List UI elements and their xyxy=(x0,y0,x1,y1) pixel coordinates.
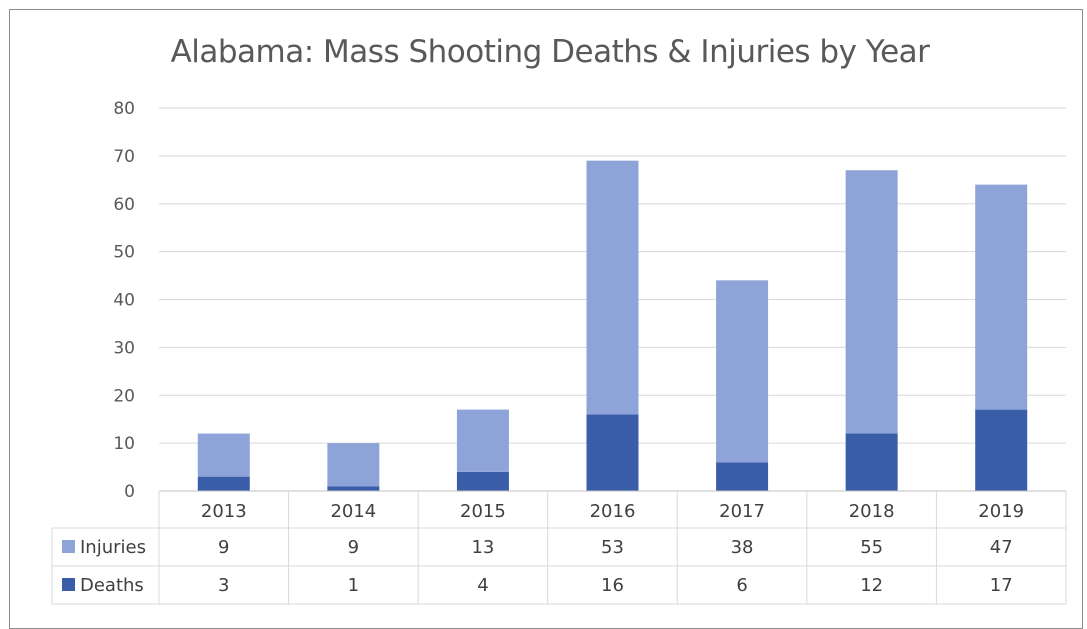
data-table-value: 1 xyxy=(348,575,359,596)
y-tick-label: 0 xyxy=(124,482,135,502)
data-table-value: 12 xyxy=(860,575,883,596)
data-table-value: 6 xyxy=(736,575,747,596)
bar-injuries-2014 xyxy=(327,443,380,487)
data-table-value: 9 xyxy=(348,537,359,558)
data-table-value: 16 xyxy=(601,575,624,596)
y-axis: 0 10 20 30 40 50 60 70 80 xyxy=(113,99,135,502)
bar-injuries-2019 xyxy=(975,184,1028,410)
bar-deaths-2013 xyxy=(197,476,250,491)
chart-title: Alabama: Mass Shooting Deaths & Injuries… xyxy=(170,34,930,70)
y-tick-label: 60 xyxy=(113,195,135,215)
bar-injuries-2016 xyxy=(586,160,639,415)
bar-injuries-2013 xyxy=(197,433,250,477)
y-tick-label: 70 xyxy=(113,147,135,167)
bar-injuries-2017 xyxy=(716,280,769,463)
data-table-value: 55 xyxy=(860,537,883,558)
bar-deaths-2019 xyxy=(975,409,1028,491)
x-tick-label: 2017 xyxy=(719,501,765,522)
data-table-value: 53 xyxy=(601,537,624,558)
y-tick-label: 40 xyxy=(113,291,135,311)
legend-swatch-deaths xyxy=(62,578,75,591)
bar-deaths-2018 xyxy=(845,433,898,491)
bars xyxy=(197,160,1028,491)
legend-swatch-injuries xyxy=(62,540,75,553)
legend-label-deaths: Deaths xyxy=(80,575,144,596)
y-tick-label: 80 xyxy=(113,99,135,119)
y-tick-label: 30 xyxy=(113,338,135,358)
stacked-bar-chart: 0 10 20 30 40 50 60 70 80 2013 2014 2015 2016 2017 20… xyxy=(51,99,1067,605)
x-tick-label: 2013 xyxy=(201,501,247,522)
bar-deaths-2014 xyxy=(327,486,380,491)
data-table-value: 13 xyxy=(471,537,494,558)
data-table-value: 3 xyxy=(218,575,229,596)
data-table-value: 4 xyxy=(477,575,488,596)
data-table-value: 9 xyxy=(218,537,229,558)
bar-injuries-2015 xyxy=(456,409,509,472)
y-tick-label: 50 xyxy=(113,243,135,263)
data-table-value: 38 xyxy=(731,537,754,558)
legend-label-injuries: Injuries xyxy=(80,537,146,558)
chart-frame xyxy=(9,9,1083,629)
bar-deaths-2016 xyxy=(586,414,639,491)
x-tick-label: 2014 xyxy=(330,501,376,522)
data-table-value: 47 xyxy=(990,537,1013,558)
data-table-value: 17 xyxy=(990,575,1013,596)
x-tick-label: 2018 xyxy=(849,501,895,522)
y-tick-label: 20 xyxy=(113,386,135,406)
y-tick-label: 10 xyxy=(113,434,135,454)
x-tick-label: 2016 xyxy=(590,501,636,522)
bar-injuries-2018 xyxy=(845,170,898,434)
bar-deaths-2017 xyxy=(716,462,769,491)
x-tick-label: 2015 xyxy=(460,501,506,522)
x-tick-label: 2019 xyxy=(978,501,1024,522)
bar-deaths-2015 xyxy=(456,471,509,491)
